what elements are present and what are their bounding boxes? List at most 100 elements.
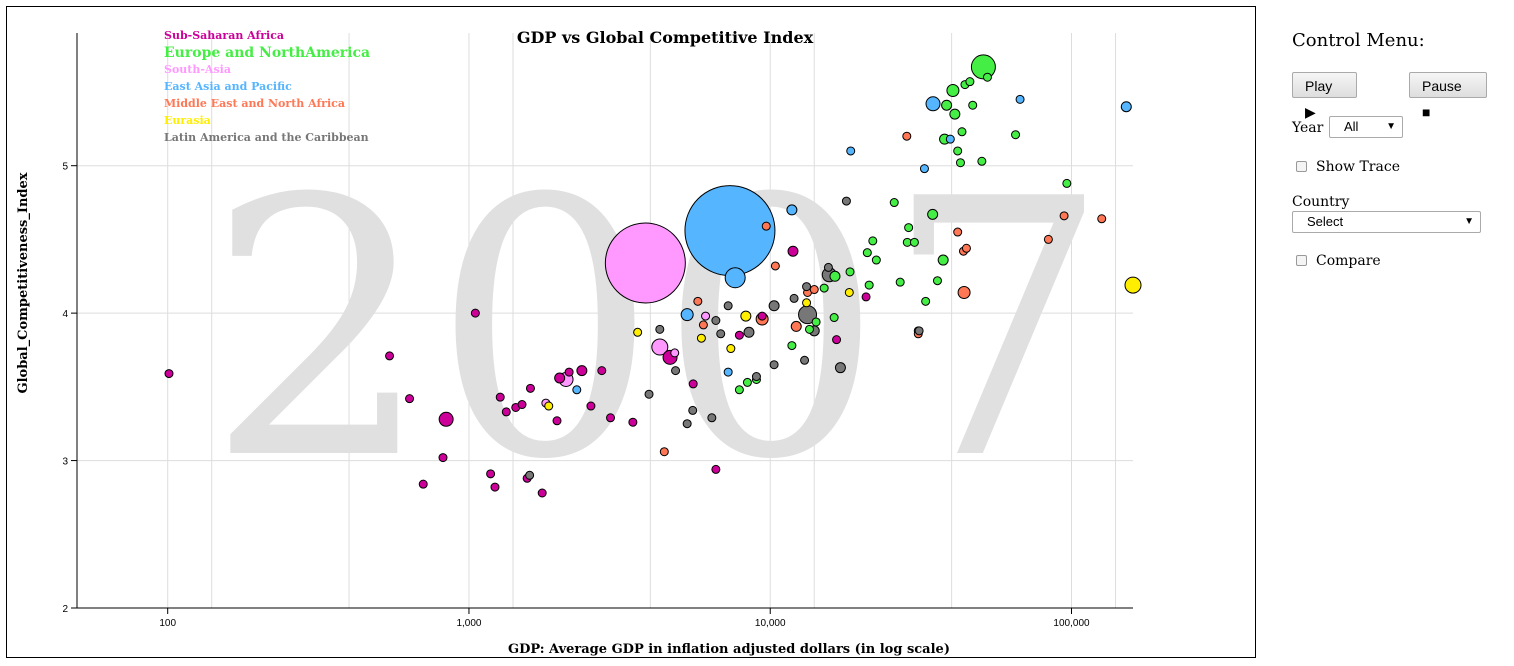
x-tick-label: 100: [159, 618, 176, 629]
data-point: [955, 158, 965, 168]
data-point: [651, 338, 669, 356]
data-point: [786, 204, 798, 216]
play-button[interactable]: Play ▶: [1292, 72, 1357, 120]
legend-entry: South-Asia: [164, 63, 231, 76]
data-point: [644, 389, 654, 399]
data-point: [576, 365, 588, 377]
data-point: [968, 100, 978, 110]
data-point: [1097, 214, 1107, 224]
data-point: [932, 276, 942, 286]
country-label: Country: [1292, 194, 1350, 210]
data-point: [895, 277, 905, 287]
data-point: [941, 99, 953, 111]
data-point: [834, 362, 846, 374]
data-point: [726, 344, 736, 354]
data-point: [769, 360, 779, 370]
data-point: [723, 301, 733, 311]
x-tick-label: 1,000: [456, 618, 481, 629]
chart-frame: 2007 2 3 4 5 100 1,000 10,000 100,000 GDP vs Gl…: [6, 6, 1256, 658]
data-point: [659, 447, 669, 457]
data-point: [1059, 211, 1069, 221]
data-point: [953, 227, 963, 237]
data-point: [418, 479, 428, 489]
data-point: [1124, 276, 1142, 294]
country-select[interactable]: Select ▼: [1292, 211, 1481, 233]
data-point: [953, 146, 963, 156]
data-point: [757, 311, 767, 321]
data-point: [864, 280, 874, 290]
data-point: [904, 223, 914, 233]
data-point: [525, 470, 535, 480]
data-point: [802, 282, 812, 292]
data-point: [680, 308, 694, 322]
data-point: [684, 185, 776, 277]
data-point: [655, 324, 665, 334]
data-point: [927, 208, 939, 220]
legend-entry: Sub-Saharan Africa: [164, 29, 284, 42]
data-point: [490, 482, 500, 492]
data-point: [671, 366, 681, 376]
data-point: [844, 287, 854, 297]
data-point: [525, 383, 535, 393]
data-point: [868, 236, 878, 246]
data-point: [564, 367, 574, 377]
data-point: [517, 400, 527, 410]
data-point: [1011, 130, 1021, 140]
pause-button[interactable]: Pause ■: [1409, 72, 1487, 120]
y-tick-label: 4: [62, 309, 68, 320]
data-point: [486, 469, 496, 479]
data-point: [819, 283, 829, 293]
x-tick-label: 10,000: [755, 618, 786, 629]
compare-label: Compare: [1316, 253, 1381, 269]
data-point: [537, 488, 547, 498]
gridlines: [77, 33, 1133, 608]
data-point: [770, 261, 780, 271]
data-point: [919, 164, 929, 174]
data-point: [470, 308, 480, 318]
data-point: [804, 324, 814, 334]
data-point: [977, 156, 987, 166]
data-point: [845, 267, 855, 277]
compare-checkbox[interactable]: [1296, 255, 1307, 266]
data-point: [889, 198, 899, 208]
data-point: [841, 196, 851, 206]
data-point: [438, 411, 454, 427]
data-point: [871, 255, 881, 265]
data-point: [1120, 101, 1132, 113]
data-point: [740, 310, 752, 322]
y-tick-label: 2: [62, 604, 68, 615]
data-point: [809, 285, 819, 295]
data-point: [743, 326, 755, 338]
data-point: [734, 385, 744, 395]
data-point: [688, 405, 698, 415]
data-point: [802, 298, 812, 308]
year-select[interactable]: All ▼: [1329, 116, 1403, 138]
data-point: [693, 296, 703, 306]
year-label: Year: [1292, 120, 1324, 136]
data-point: [438, 453, 448, 463]
y-tick-label: 5: [62, 162, 68, 173]
data-point: [921, 296, 931, 306]
x-axis-label: GDP: Average GDP in inflation adjusted d…: [508, 642, 950, 657]
data-point: [861, 292, 871, 302]
control-menu: Control Menu: Play ▶ Pause ■ Year All ▼ …: [1292, 26, 1492, 269]
data-point: [982, 72, 992, 82]
data-point: [751, 372, 761, 382]
data-point: [1043, 234, 1053, 244]
data-point: [554, 372, 566, 384]
data-point: [633, 327, 643, 337]
data-point: [707, 413, 717, 423]
legend-entry: Eurasia: [164, 114, 211, 127]
data-point: [823, 262, 833, 272]
data-point: [682, 419, 692, 429]
data-point: [711, 464, 721, 474]
data-point: [790, 320, 802, 332]
data-point: [946, 84, 960, 97]
data-point: [724, 267, 746, 289]
x-tick-label: 100,000: [1053, 618, 1090, 629]
data-point: [811, 317, 821, 327]
show-trace-checkbox[interactable]: [1296, 161, 1307, 172]
data-point: [405, 394, 415, 404]
data-point: [734, 330, 744, 340]
